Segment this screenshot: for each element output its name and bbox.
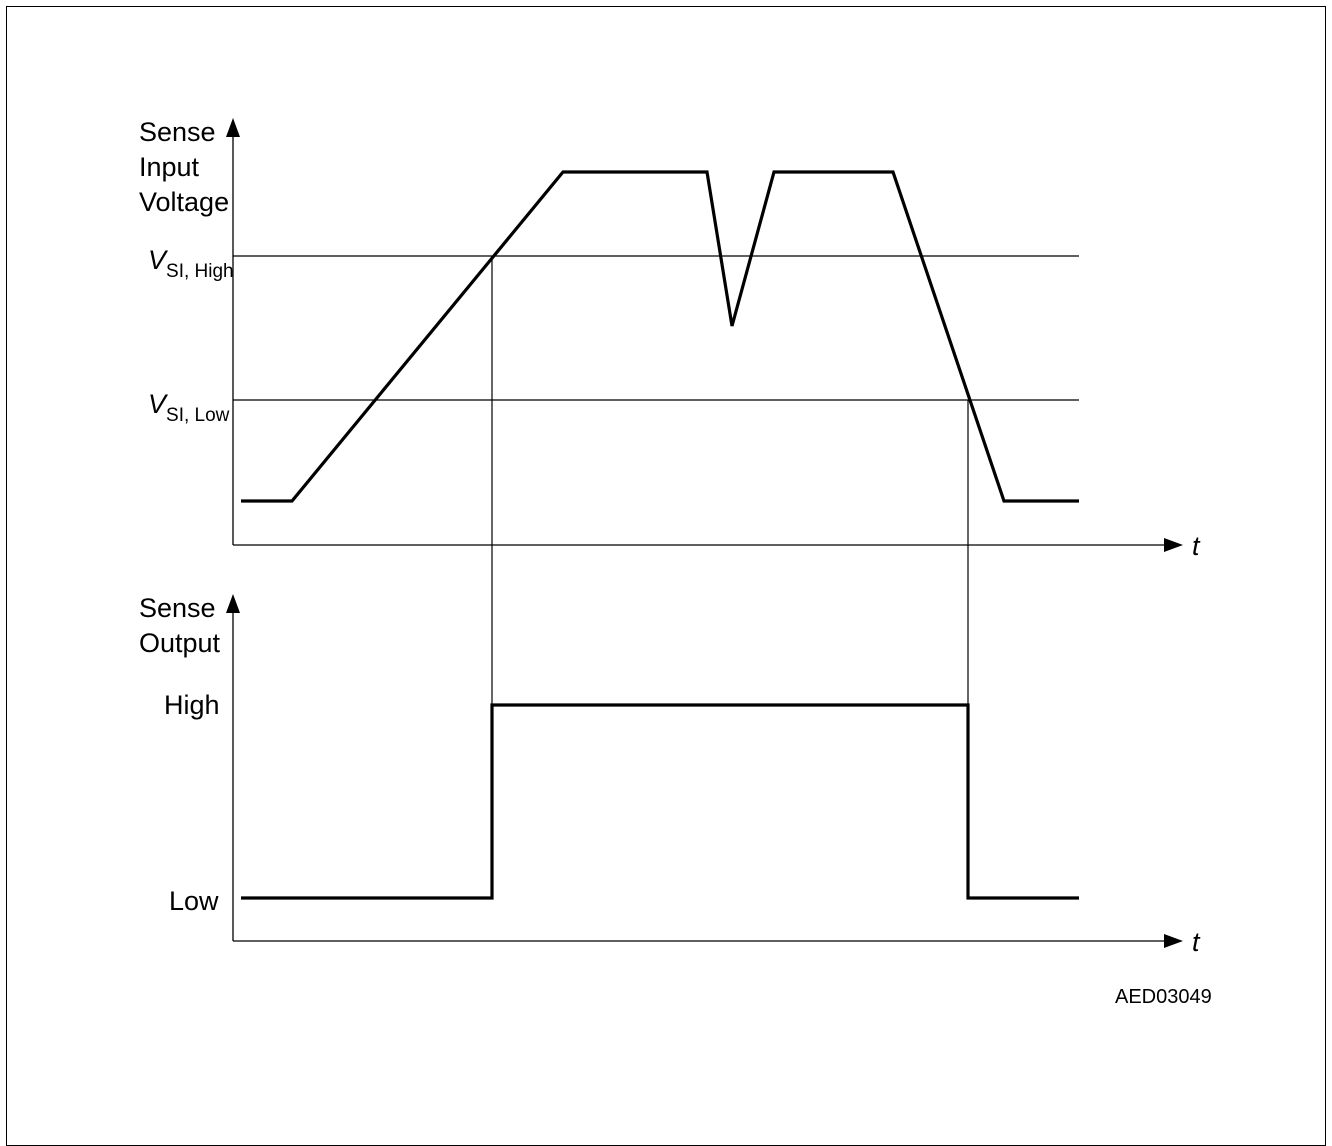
output-y-label-line-1: Sense (139, 593, 216, 623)
input-y-label-line-2: Input (139, 152, 200, 182)
input-y-label-line-1: Sense (139, 117, 216, 147)
input-voltage-plot: t Sense Input Voltage VSI, High VSI, Low (139, 117, 1201, 561)
level-low-label: Low (169, 886, 219, 916)
output-y-label-line-2: Output (139, 628, 221, 658)
input-x-axis-arrow-icon (1164, 538, 1183, 552)
threshold-high-label: VSI, High (148, 245, 234, 282)
figure-code: AED03049 (1115, 986, 1212, 1008)
timing-diagram: t Sense Input Voltage VSI, High VSI, Low… (139, 117, 1212, 1008)
input-voltage-waveform (241, 170, 1079, 503)
output-plot: t Sense Output High Low (139, 593, 1201, 957)
output-x-axis-label: t (1192, 927, 1201, 957)
input-y-axis-arrow-icon (226, 118, 240, 137)
output-x-axis-arrow-icon (1164, 934, 1183, 948)
output-y-axis-arrow-icon (226, 594, 240, 613)
input-x-axis-label: t (1192, 531, 1201, 561)
level-high-label: High (164, 690, 220, 720)
sense-output-waveform (241, 703, 1079, 900)
input-y-label-line-3: Voltage (139, 187, 229, 217)
threshold-low-label: VSI, Low (148, 389, 230, 426)
